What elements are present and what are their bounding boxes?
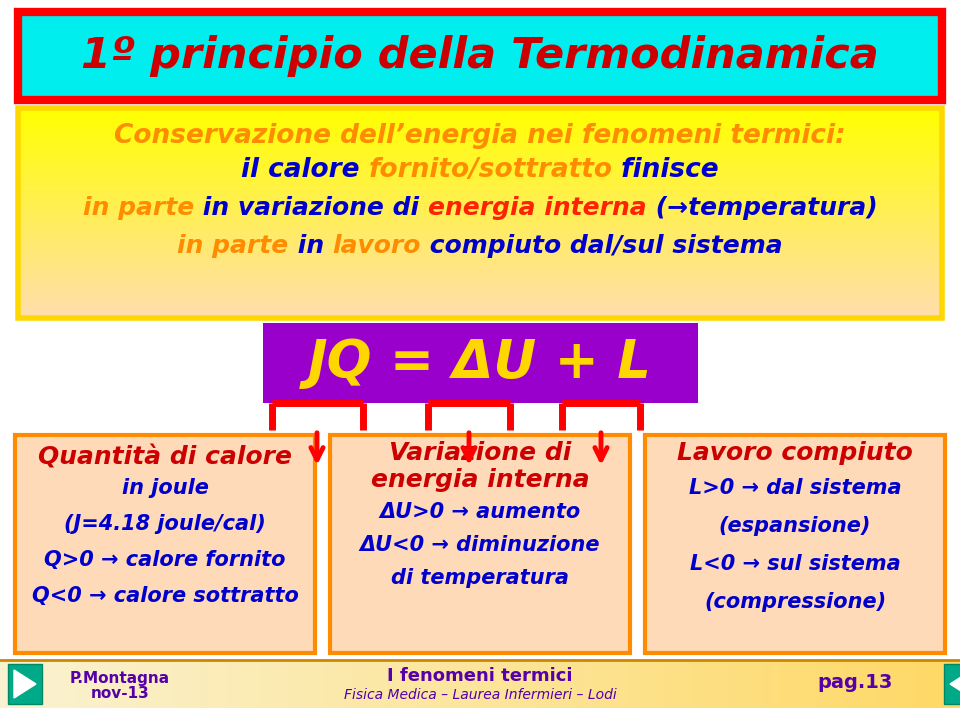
Text: in: in bbox=[289, 234, 332, 258]
FancyBboxPatch shape bbox=[8, 664, 42, 704]
Text: JQ = ΔU + L: JQ = ΔU + L bbox=[308, 337, 652, 389]
Text: Lavoro compiuto: Lavoro compiuto bbox=[677, 441, 913, 465]
Polygon shape bbox=[14, 670, 36, 698]
Text: lavoro: lavoro bbox=[332, 234, 420, 258]
Text: nov-13: nov-13 bbox=[90, 687, 150, 702]
Text: energia interna: energia interna bbox=[371, 468, 589, 492]
Text: in parte: in parte bbox=[178, 234, 289, 258]
Text: Conservazione dell’energia nei fenomeni termici:: Conservazione dell’energia nei fenomeni … bbox=[114, 123, 846, 149]
Text: (compressione): (compressione) bbox=[704, 592, 886, 612]
Text: I fenomeni termici: I fenomeni termici bbox=[387, 667, 573, 685]
Text: Q>0 → calore fornito: Q>0 → calore fornito bbox=[44, 550, 286, 570]
Text: compiuto dal/sul sistema: compiuto dal/sul sistema bbox=[420, 234, 782, 258]
Text: ΔU>0 → aumento: ΔU>0 → aumento bbox=[379, 502, 581, 522]
Text: 1º principio della Termodinamica: 1º principio della Termodinamica bbox=[82, 35, 878, 77]
FancyBboxPatch shape bbox=[18, 12, 942, 100]
Text: in parte: in parte bbox=[83, 196, 194, 220]
Text: (J=4.18 joule/cal): (J=4.18 joule/cal) bbox=[64, 514, 266, 534]
FancyBboxPatch shape bbox=[263, 323, 698, 403]
Text: (espansione): (espansione) bbox=[719, 516, 871, 536]
Text: ΔU<0 → diminuzione: ΔU<0 → diminuzione bbox=[360, 535, 600, 555]
Text: in joule: in joule bbox=[122, 478, 208, 498]
Text: L>0 → dal sistema: L>0 → dal sistema bbox=[688, 478, 901, 498]
Text: finisce: finisce bbox=[612, 157, 719, 183]
Text: Quantità di calore: Quantità di calore bbox=[38, 446, 292, 470]
FancyBboxPatch shape bbox=[645, 435, 945, 653]
Text: Variazione di: Variazione di bbox=[389, 441, 571, 465]
Text: in variazione di: in variazione di bbox=[194, 196, 428, 220]
Text: Fisica Medica – Laurea Infermieri – Lodi: Fisica Medica – Laurea Infermieri – Lodi bbox=[344, 688, 616, 702]
Text: energia interna: energia interna bbox=[428, 196, 647, 220]
FancyBboxPatch shape bbox=[944, 664, 960, 704]
Text: fornito/sottratto: fornito/sottratto bbox=[369, 157, 612, 183]
Text: pag.13: pag.13 bbox=[817, 673, 893, 692]
Text: (→temperatura): (→temperatura) bbox=[647, 196, 877, 220]
FancyBboxPatch shape bbox=[15, 435, 315, 653]
Text: Q<0 → calore sottratto: Q<0 → calore sottratto bbox=[32, 586, 299, 606]
Text: L<0 → sul sistema: L<0 → sul sistema bbox=[689, 554, 900, 574]
Text: P.Montagna: P.Montagna bbox=[70, 670, 170, 685]
FancyBboxPatch shape bbox=[330, 435, 630, 653]
Text: di temperatura: di temperatura bbox=[391, 568, 569, 588]
Polygon shape bbox=[950, 670, 960, 698]
Text: il calore: il calore bbox=[241, 157, 369, 183]
